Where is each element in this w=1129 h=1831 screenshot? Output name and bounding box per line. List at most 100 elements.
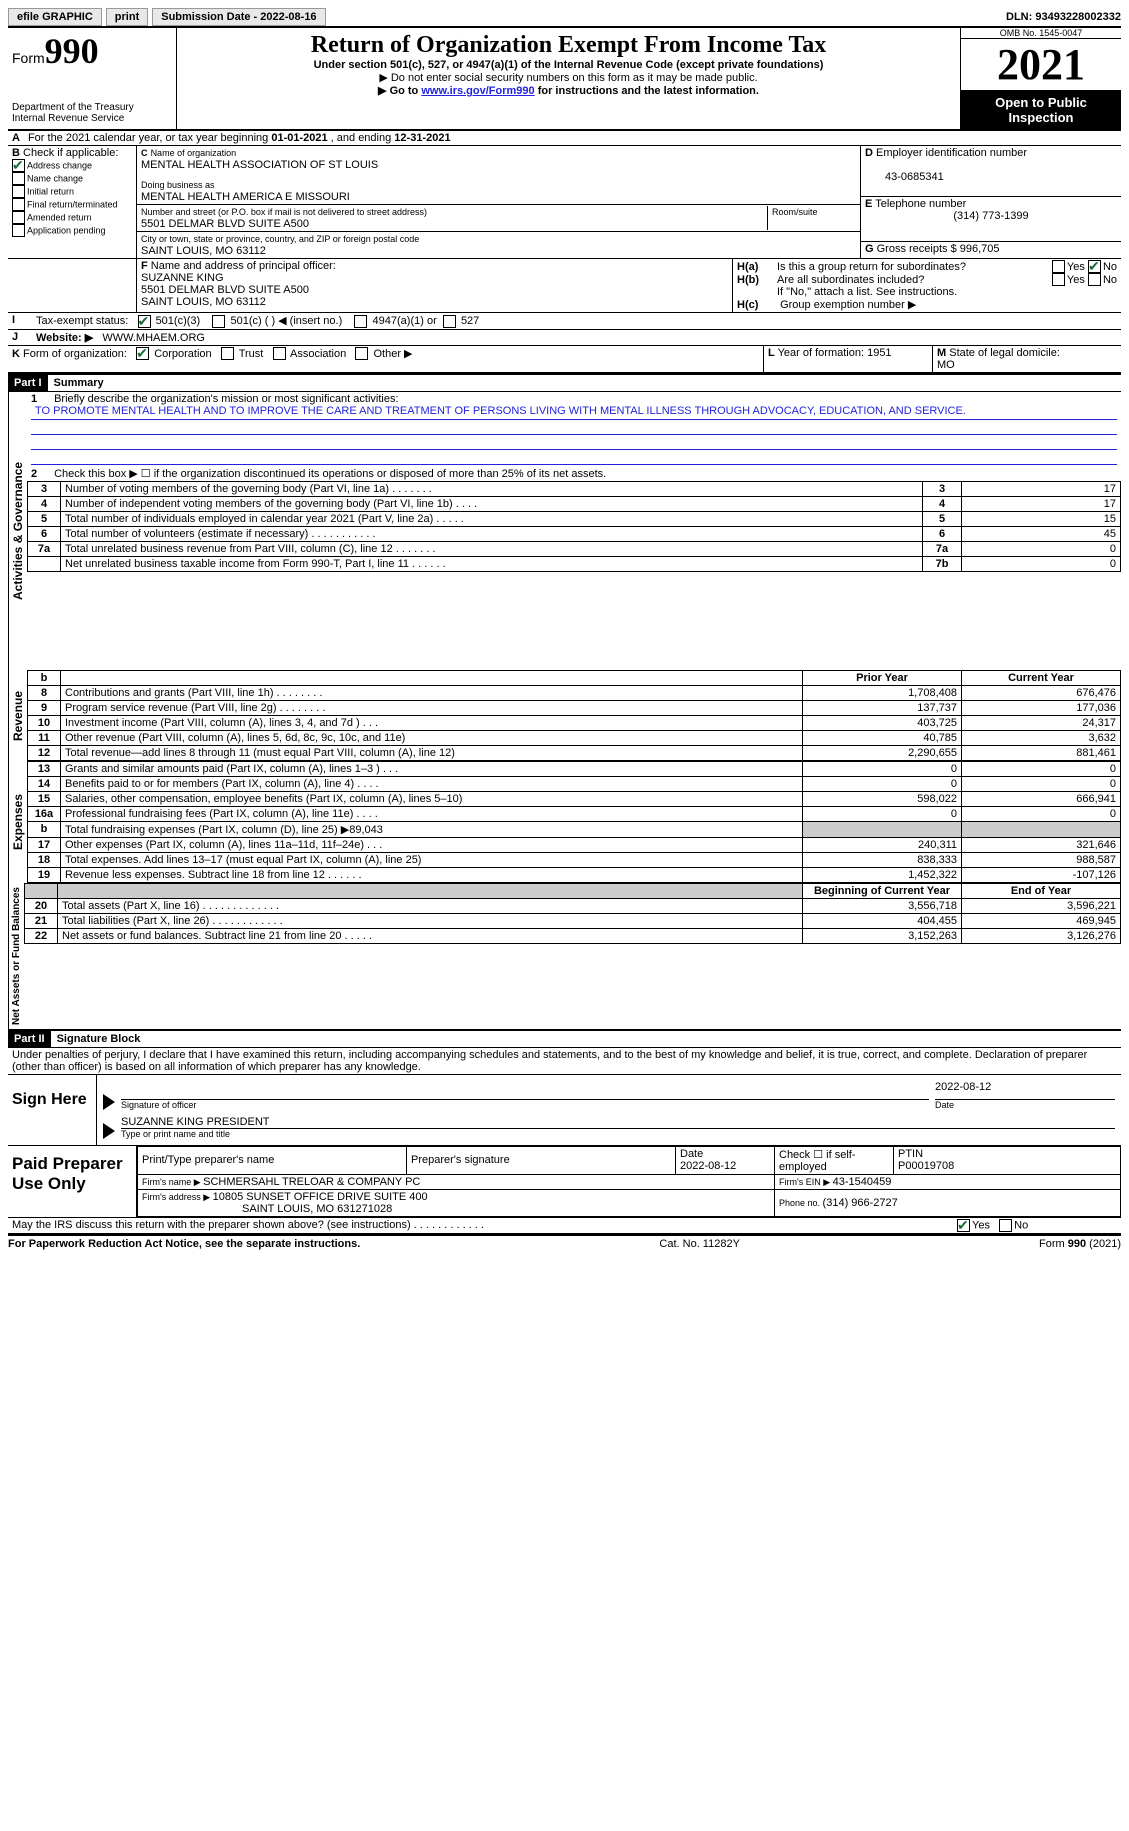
dln-label: DLN: [1006, 11, 1035, 23]
b-checkbox[interactable] [12, 224, 25, 237]
omb-value: 1545-0047 [1039, 28, 1082, 38]
g-label: Gross receipts $ [877, 243, 960, 255]
perjury-statement: Under penalties of perjury, I declare th… [8, 1048, 1121, 1075]
row-desc: Net unrelated business taxable income fr… [61, 556, 923, 571]
row-value: 0 [962, 556, 1121, 571]
q2-num: 2 [31, 468, 51, 480]
k-trust-checkbox[interactable] [221, 347, 234, 360]
row-desc: Number of independent voting members of … [61, 496, 923, 511]
row-num: 21 [25, 913, 58, 928]
b-label: Check if applicable: [23, 147, 118, 159]
row-current: 666,941 [962, 791, 1121, 806]
part-1-title: Summary [48, 375, 110, 391]
hb-no-checkbox[interactable] [1088, 273, 1101, 286]
prep-name-label: Print/Type preparer's name [138, 1146, 407, 1174]
part-2-label: Part II [8, 1031, 51, 1047]
paid-preparer-table: Print/Type preparer's name Preparer's si… [137, 1146, 1121, 1217]
row-num: 12 [28, 745, 61, 760]
q2-label: Check this box ▶ ☐ if the organization d… [54, 468, 606, 480]
i-opt4: 527 [461, 315, 479, 327]
row-num: 5 [28, 511, 61, 526]
k-label: Form of organization: [23, 348, 127, 360]
table-row: 12 Total revenue—add lines 8 through 11 … [28, 745, 1121, 760]
ha-yes-checkbox[interactable] [1052, 260, 1065, 273]
row-prior: 137,737 [803, 700, 962, 715]
part-2-header: Part II Signature Block [8, 1029, 1121, 1048]
k-other-checkbox[interactable] [355, 347, 368, 360]
section-e: E Telephone number (314) 773-1399 [861, 197, 1121, 242]
may-yes: Yes [972, 1219, 990, 1231]
table-row: 13 Grants and similar amounts paid (Part… [28, 761, 1121, 776]
paid-preparer-block: Paid Preparer Use Only Print/Type prepar… [8, 1146, 1121, 1218]
row-desc: Grants and similar amounts paid (Part IX… [61, 761, 803, 776]
na-col-prior: Beginning of Current Year [803, 883, 962, 898]
print-button[interactable]: print [106, 8, 148, 26]
submission-date-value: 2022-08-16 [260, 11, 316, 23]
b-checkbox[interactable] [12, 185, 25, 198]
activities-sidelabel: Activities & Governance [8, 392, 27, 670]
irs-link[interactable]: www.irs.gov/Form990 [421, 85, 534, 97]
row-current: 3,126,276 [962, 928, 1121, 943]
row-lineno: 7b [923, 556, 962, 571]
row-lineno: 3 [923, 481, 962, 496]
preparer-row-2: Firm's name ▶ SCHMERSAHL TRELOAR & COMPA… [138, 1174, 1121, 1189]
b-checkbox[interactable] [12, 198, 25, 211]
line-16b-num: b [28, 821, 61, 837]
omb-label: OMB No. [1000, 28, 1040, 38]
may-yes-checkbox[interactable] [957, 1219, 970, 1232]
preparer-row-1: Print/Type preparer's name Preparer's si… [138, 1146, 1121, 1174]
i-opt3: 4947(a)(1) or [373, 315, 437, 327]
i-501c-checkbox[interactable] [212, 315, 225, 328]
hb-yes-checkbox[interactable] [1052, 273, 1065, 286]
form-subtitle-1: Under section 501(c), 527, or 4947(a)(1)… [181, 59, 956, 71]
summary-row: 3 Number of voting members of the govern… [28, 481, 1121, 496]
row-prior: 2,290,655 [803, 745, 962, 760]
section-b: B Check if applicable: Address changeNam… [8, 146, 137, 258]
line-16b-current-grey [962, 821, 1121, 837]
b-checkbox[interactable] [12, 172, 25, 185]
k-assoc-checkbox[interactable] [273, 347, 286, 360]
goto-prefix: Go to [378, 85, 421, 97]
row-num: 16a [28, 806, 61, 821]
line-a-text-a: For the 2021 calendar year, or tax year … [28, 132, 271, 144]
header-mid: Return of Organization Exempt From Incom… [177, 28, 960, 129]
c-name-block: C Name of organization MENTAL HEALTH ASS… [137, 146, 860, 205]
b-checkbox[interactable] [12, 159, 25, 172]
i-527-checkbox[interactable] [443, 315, 456, 328]
table-row: 10 Investment income (Part VIII, column … [28, 715, 1121, 730]
may-no-checkbox[interactable] [999, 1219, 1012, 1232]
b-check-item: Final return/terminated [12, 198, 132, 211]
officer-name-label: Type or print name and title [121, 1129, 1115, 1139]
row-prior: 404,455 [803, 913, 962, 928]
footer-left: For Paperwork Reduction Act Notice, see … [8, 1238, 360, 1250]
i-4947-checkbox[interactable] [354, 315, 367, 328]
revenue-sidelabel: Revenue [8, 670, 27, 761]
c-city: SAINT LOUIS, MO 63112 [141, 245, 266, 257]
i-501c3-checkbox[interactable] [138, 315, 151, 328]
section-deg: D Employer identification number 43-0685… [860, 146, 1121, 258]
row-desc: Program service revenue (Part VIII, line… [61, 700, 803, 715]
b-checkbox[interactable] [12, 211, 25, 224]
row-num: 17 [28, 837, 61, 852]
row-desc: Total number of individuals employed in … [61, 511, 923, 526]
summary-row: 5 Total number of individuals employed i… [28, 511, 1121, 526]
row-value: 15 [962, 511, 1121, 526]
i-opt1: 501(c)(3) [156, 315, 201, 327]
ha-no-checkbox[interactable] [1088, 260, 1101, 273]
row-prior: 3,152,263 [803, 928, 962, 943]
hc-prefix: H(c) [737, 299, 777, 311]
form-word: Form [12, 50, 45, 66]
table-row: 18 Total expenses. Add lines 13–17 (must… [28, 852, 1121, 867]
row-desc: Investment income (Part VIII, column (A)… [61, 715, 803, 730]
ha-yes: Yes [1067, 261, 1085, 273]
row-desc: Total liabilities (Part X, line 26) . . … [58, 913, 803, 928]
k-corp-checkbox[interactable] [136, 347, 149, 360]
row-num: 3 [28, 481, 61, 496]
table-row: 22 Net assets or fund balances. Subtract… [25, 928, 1121, 943]
b-item-label: Amended return [27, 212, 92, 222]
row-current: 0 [962, 806, 1121, 821]
c-name: MENTAL HEALTH ASSOCIATION OF ST LOUIS [141, 159, 378, 171]
form-header: Form990 Department of the Treasury Inter… [8, 28, 1121, 131]
row-value: 0 [962, 541, 1121, 556]
dept-irs: Internal Revenue Service [12, 113, 172, 124]
